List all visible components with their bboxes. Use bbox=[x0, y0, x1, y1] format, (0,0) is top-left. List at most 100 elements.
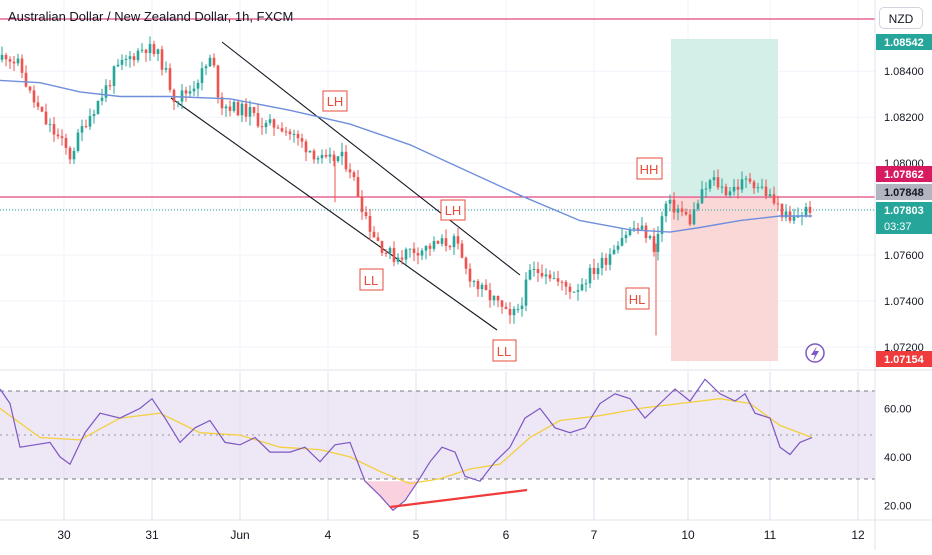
candle-body bbox=[304, 141, 308, 153]
rsi-line bbox=[0, 378, 813, 512]
candle-body bbox=[632, 228, 636, 230]
bullish-divergence-line[interactable] bbox=[389, 488, 528, 509]
candle-body bbox=[776, 203, 780, 205]
candle-body bbox=[124, 59, 128, 61]
candle-body bbox=[488, 290, 492, 301]
annotation-hl[interactable]: HL bbox=[625, 287, 650, 310]
candle-body bbox=[88, 116, 92, 127]
price-label-countdown: 03:37 bbox=[884, 221, 912, 233]
candle-body bbox=[240, 103, 244, 116]
candle-body bbox=[504, 306, 508, 310]
candle-body bbox=[440, 238, 444, 244]
candle-body bbox=[744, 178, 748, 180]
channel-upper-line[interactable] bbox=[221, 41, 521, 276]
candle-body bbox=[664, 203, 668, 217]
candle-body bbox=[84, 126, 88, 128]
candle-body bbox=[144, 49, 148, 54]
candle-body bbox=[428, 245, 432, 249]
lightning-icon[interactable] bbox=[805, 343, 825, 363]
candle-body bbox=[284, 131, 288, 133]
candle-body bbox=[52, 124, 56, 135]
time-tick-label: 6 bbox=[503, 528, 510, 542]
candle-body bbox=[520, 305, 524, 309]
annotation-ll-1[interactable]: LL bbox=[359, 268, 384, 291]
candle-body bbox=[280, 128, 284, 132]
profit-zone[interactable] bbox=[671, 39, 778, 196]
candle-body bbox=[252, 107, 256, 113]
candle-body bbox=[260, 126, 264, 128]
candle-body bbox=[556, 278, 560, 282]
candle-body bbox=[548, 274, 552, 279]
candle-body bbox=[792, 216, 796, 221]
candle-body bbox=[448, 245, 452, 248]
candle-body bbox=[352, 172, 356, 178]
candle-body bbox=[196, 82, 200, 89]
candle-body bbox=[572, 291, 576, 293]
candle-body bbox=[456, 236, 460, 244]
candle-body bbox=[348, 169, 352, 173]
price-label-bg bbox=[876, 351, 932, 367]
svg-text:LH: LH bbox=[445, 203, 462, 218]
candle-body bbox=[40, 106, 44, 112]
candle-body bbox=[156, 49, 160, 54]
channel-lower-line[interactable] bbox=[170, 97, 498, 331]
candle-body bbox=[672, 199, 676, 213]
candle-body bbox=[152, 44, 156, 54]
candle-body bbox=[576, 290, 580, 292]
time-axis[interactable]: 30 31 Jun 4 5 6 7 10 11 12 bbox=[57, 528, 865, 542]
annotation-ll-2[interactable]: LL bbox=[492, 339, 517, 362]
time-tick-label: 5 bbox=[413, 528, 420, 542]
candle-body bbox=[500, 300, 504, 307]
price-label-bg bbox=[876, 34, 932, 50]
candle-body bbox=[708, 180, 712, 189]
annotation-hh[interactable]: HH bbox=[636, 157, 663, 180]
candle-body bbox=[264, 122, 268, 128]
candle-body bbox=[596, 268, 600, 275]
price-label-target: 1.08542 bbox=[884, 37, 924, 49]
candle-body bbox=[640, 225, 644, 230]
candle-body bbox=[188, 91, 192, 94]
candle-body bbox=[768, 194, 772, 197]
candle-body bbox=[312, 150, 316, 160]
rsi-axis[interactable]: 20.00 40.00 60.00 bbox=[884, 403, 912, 512]
candle-body bbox=[372, 231, 376, 238]
candle-body bbox=[540, 273, 544, 277]
candle-body bbox=[756, 187, 760, 189]
candle-body bbox=[276, 127, 280, 129]
candle-body bbox=[552, 278, 556, 280]
candle-body bbox=[244, 103, 248, 117]
candle-body bbox=[332, 154, 336, 161]
price-label-last: 1.07803 bbox=[884, 205, 924, 217]
candle-body bbox=[148, 44, 152, 54]
candle-body bbox=[712, 177, 716, 181]
candle-body bbox=[748, 178, 752, 182]
candle-body bbox=[364, 212, 368, 217]
candle-body bbox=[464, 257, 468, 269]
price-tick-label: 1.07600 bbox=[884, 250, 924, 262]
candle-body bbox=[316, 158, 320, 160]
annotation-lh-1[interactable]: LH bbox=[322, 90, 348, 112]
candle-body bbox=[388, 248, 392, 254]
candle-body bbox=[696, 203, 700, 210]
symbol-title[interactable]: Australian Dollar / New Zealand Dollar, … bbox=[8, 9, 294, 24]
candle-body bbox=[736, 186, 740, 190]
candle-body bbox=[120, 59, 124, 65]
price-tick-label: 1.07400 bbox=[884, 296, 924, 308]
annotation-lh-2[interactable]: LH bbox=[440, 199, 466, 221]
candle-body bbox=[292, 133, 296, 135]
loss-zone[interactable] bbox=[671, 197, 778, 361]
candle-body bbox=[608, 254, 612, 265]
candle-body bbox=[300, 138, 304, 142]
candle-body bbox=[396, 257, 400, 262]
candle-body bbox=[24, 72, 28, 87]
candle-body bbox=[652, 236, 656, 252]
candle-body bbox=[468, 268, 472, 282]
candle-body bbox=[216, 65, 220, 98]
candle-body bbox=[724, 186, 728, 196]
candle-body bbox=[160, 49, 164, 70]
currency-button[interactable]: NZD bbox=[879, 7, 923, 29]
price-labels: 1.08542 1.07862 1.07848 1.07803 03:37 1.07154 bbox=[876, 34, 932, 367]
candle-body bbox=[220, 97, 224, 109]
time-tick-label: 31 bbox=[145, 528, 159, 542]
